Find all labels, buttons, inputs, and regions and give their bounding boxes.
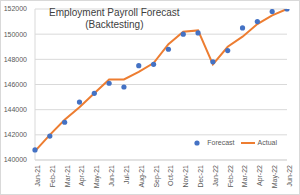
svg-text:Jul-21: Jul-21 <box>123 165 130 184</box>
svg-text:Apr-21: Apr-21 <box>78 165 86 186</box>
svg-text:Jun-21: Jun-21 <box>108 165 115 187</box>
svg-text:146000: 146000 <box>4 81 27 88</box>
svg-text:May-21: May-21 <box>93 165 101 188</box>
svg-text:Jun-22: Jun-22 <box>286 165 293 187</box>
svg-text:Feb-21: Feb-21 <box>49 165 56 187</box>
svg-text:Jan-22: Jan-22 <box>212 165 219 187</box>
html-text:Employment Payroll Forecast: Employment Payroll Forecast <box>49 7 180 18</box>
html-text:(Backtesting): (Backtesting) <box>85 19 144 30</box>
html-text:Actual: Actual <box>257 139 277 146</box>
html-text:Forecast: Forecast <box>207 139 235 146</box>
svg-text:152000: 152000 <box>4 5 27 12</box>
svg-text:Mar-22: Mar-22 <box>241 165 248 187</box>
svg-text:Dec-21: Dec-21 <box>197 165 204 188</box>
svg-text:Jan-21: Jan-21 <box>34 165 41 187</box>
svg-text:140000: 140000 <box>4 156 27 163</box>
svg-text:Nov-21: Nov-21 <box>182 165 189 188</box>
svg-text:Aug-21: Aug-21 <box>138 165 146 188</box>
svg-text:Feb-22: Feb-22 <box>227 165 234 187</box>
svg-text:Mar-21: Mar-21 <box>64 165 71 187</box>
svg-text:May-22: May-22 <box>271 165 279 188</box>
svg-text:144000: 144000 <box>4 106 27 113</box>
svg-text:Oct-21: Oct-21 <box>167 165 174 186</box>
svg-text:150000: 150000 <box>4 31 27 38</box>
svg-text:142000: 142000 <box>4 131 27 138</box>
svg-text:Sep-21: Sep-21 <box>153 165 161 188</box>
svg-text:Apr-22: Apr-22 <box>256 165 264 186</box>
svg-text:148000: 148000 <box>4 56 27 63</box>
